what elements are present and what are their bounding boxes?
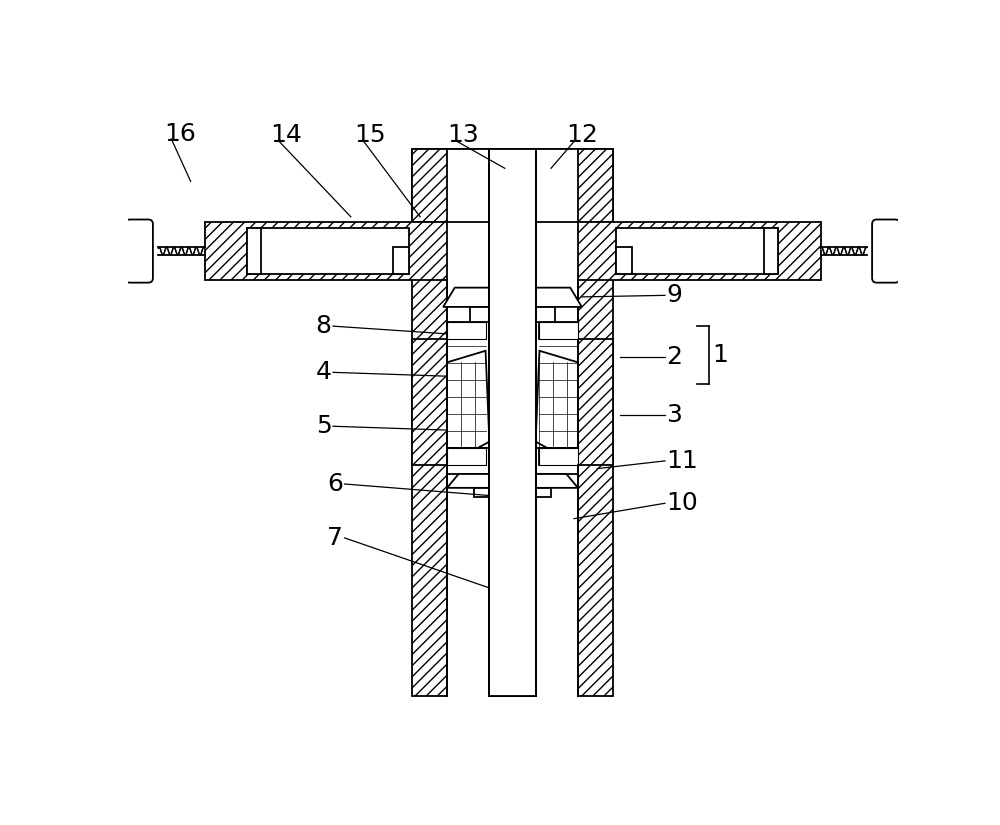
Bar [447, 149, 578, 222]
Circle shape [508, 440, 517, 450]
Bar [489, 497, 536, 695]
Polygon shape [447, 351, 489, 464]
Text: 7: 7 [327, 526, 343, 550]
Bar [539, 448, 578, 464]
Text: 9: 9 [666, 283, 682, 308]
Bar [447, 323, 486, 339]
Text: 2: 2 [666, 345, 682, 369]
Circle shape [508, 408, 517, 417]
Text: 14: 14 [270, 123, 302, 147]
Bar [447, 222, 578, 695]
Bar [412, 149, 613, 222]
Polygon shape [447, 474, 578, 488]
Polygon shape [412, 339, 447, 464]
Circle shape [508, 424, 517, 433]
Bar [489, 149, 536, 222]
Bar [578, 149, 613, 695]
Text: 11: 11 [666, 449, 698, 473]
Text: 13: 13 [447, 123, 479, 147]
Bar [539, 323, 578, 339]
Bar [539, 448, 578, 464]
Text: 3: 3 [666, 403, 682, 427]
Text: 10: 10 [666, 491, 698, 516]
Bar [616, 229, 778, 274]
Circle shape [508, 375, 517, 384]
Bar [489, 149, 536, 695]
Bar [412, 149, 447, 695]
Circle shape [508, 392, 517, 401]
Circle shape [508, 359, 517, 369]
Text: 12: 12 [566, 123, 598, 147]
Bar [489, 149, 536, 695]
Bar [205, 222, 820, 280]
Text: 16: 16 [164, 121, 196, 146]
Bar [489, 280, 536, 288]
Bar [474, 488, 551, 497]
Text: 1: 1 [713, 343, 729, 367]
Text: 6: 6 [327, 472, 343, 496]
Circle shape [508, 343, 517, 352]
Bar [447, 323, 486, 339]
Text: 8: 8 [316, 314, 332, 338]
FancyBboxPatch shape [125, 219, 153, 283]
Bar [447, 448, 486, 464]
Bar [539, 323, 578, 339]
Bar [247, 229, 409, 274]
FancyBboxPatch shape [872, 219, 900, 283]
Bar [247, 229, 261, 274]
Text: 15: 15 [355, 123, 386, 147]
Bar [447, 448, 486, 464]
Bar [764, 229, 778, 274]
Polygon shape [443, 288, 582, 307]
Polygon shape [578, 339, 613, 464]
Circle shape [508, 456, 517, 465]
Bar [393, 247, 409, 274]
Bar [470, 307, 555, 323]
Polygon shape [536, 351, 578, 464]
Bar [616, 247, 632, 274]
Text: 4: 4 [316, 361, 332, 384]
Text: 5: 5 [316, 414, 332, 438]
